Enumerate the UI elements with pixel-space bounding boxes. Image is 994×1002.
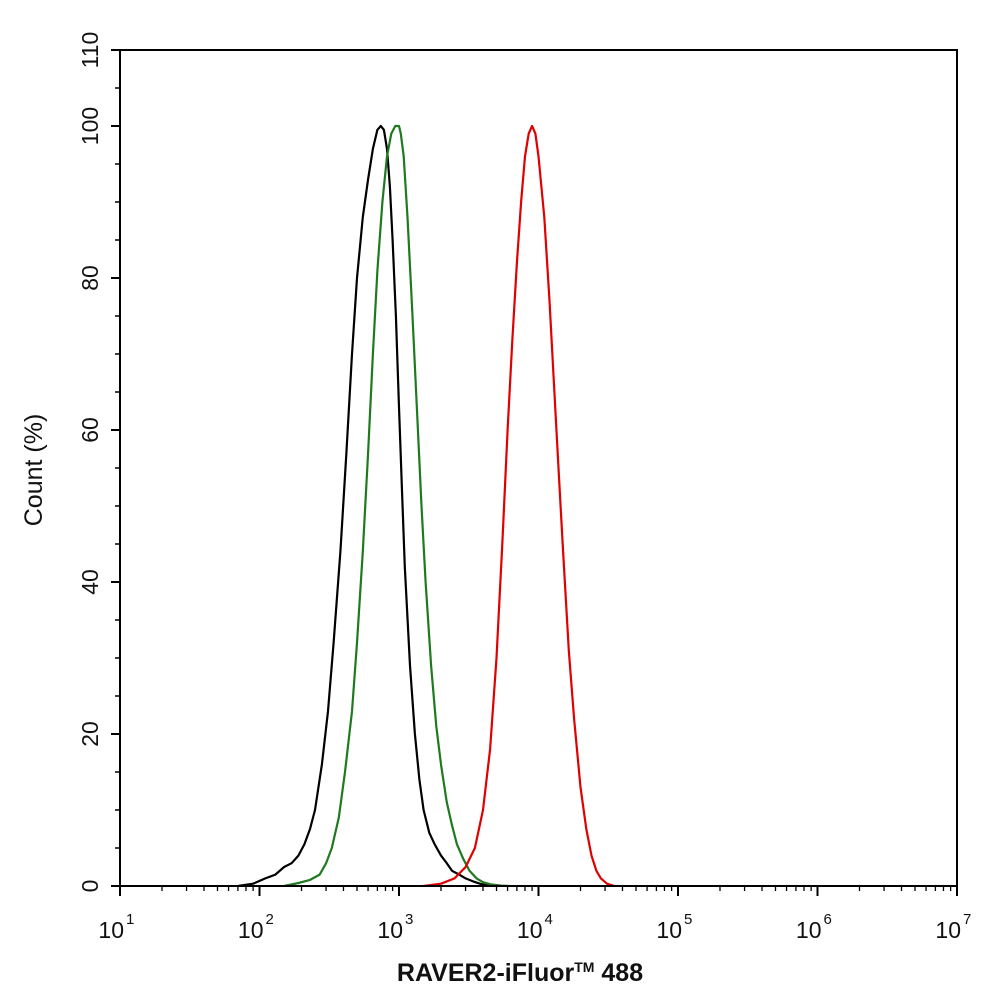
y-tick-label: 40 — [77, 569, 103, 595]
x-tick-label: 10 — [656, 917, 682, 943]
x-tick-label: 10 — [935, 917, 961, 943]
x-tick-label: 10 — [517, 917, 543, 943]
x-tick-exponent: 6 — [824, 911, 832, 928]
y-axis-title: Count (%) — [20, 414, 48, 527]
plot-frame — [119, 49, 958, 887]
y-axis-ticks: 0 20 40 60 80 100 110 — [77, 32, 120, 893]
y-tick-label: 100 — [77, 107, 103, 145]
x-tick-exponent: 2 — [266, 911, 274, 928]
x-tick-exponent: 1 — [126, 911, 134, 928]
x-tick-exponent: 3 — [405, 911, 413, 928]
x-axis-title-suffix: 488 — [594, 959, 643, 987]
series-line-3 — [423, 124, 615, 888]
y-tick-label: 80 — [77, 265, 103, 291]
x-axis-ticks: 10 1 10 2 10 3 10 4 10 5 10 6 10 7 — [98, 886, 971, 943]
y-tick-label: 110 — [77, 32, 103, 69]
x-tick-exponent: 5 — [684, 911, 692, 928]
x-tick-exponent: 7 — [963, 911, 971, 928]
y-tick-label: 60 — [77, 417, 103, 443]
y-tick-label: 20 — [77, 721, 103, 747]
series-layer — [237, 124, 615, 888]
y-tick-label: 0 — [77, 880, 103, 893]
x-axis-title: RAVER2-iFluorTM 488 — [397, 959, 643, 987]
x-axis-title-main: RAVER2-iFluor — [397, 959, 575, 987]
x-tick-label: 10 — [98, 917, 124, 943]
x-tick-exponent: 4 — [545, 911, 553, 928]
x-tick-label: 10 — [377, 917, 403, 943]
x-tick-label: 10 — [796, 917, 822, 943]
series-line-2 — [283, 124, 510, 888]
series-line-1 — [237, 124, 495, 888]
x-axis-title-trademark: TM — [574, 959, 594, 975]
x-tick-label: 10 — [238, 917, 264, 943]
